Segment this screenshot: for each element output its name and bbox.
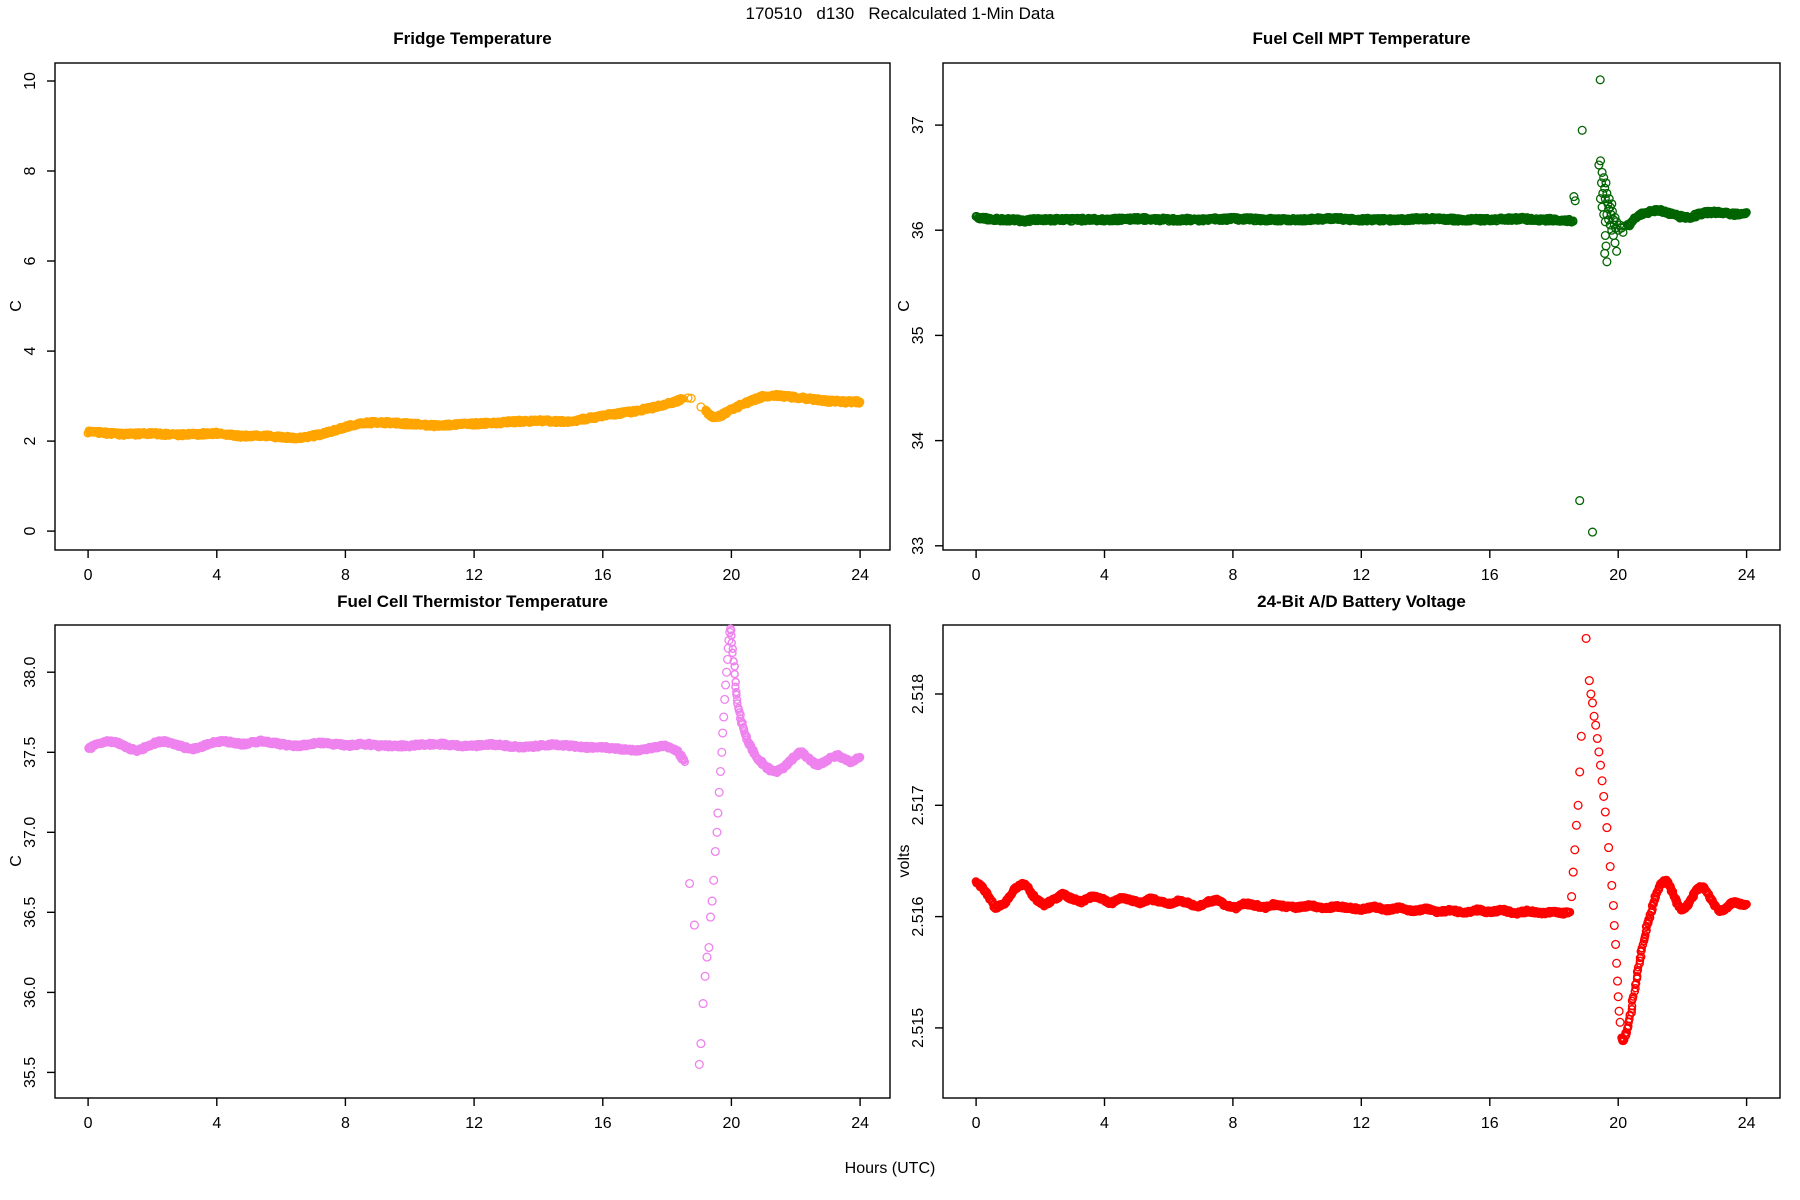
series-sparse — [1567, 633, 1625, 1027]
y-axis: 33 34 35 36 37 — [910, 116, 943, 555]
panel-title-fuel-cell-mpt-temperature: Fuel Cell MPT Temperature — [1252, 29, 1471, 48]
y-tick-label: 35 — [910, 326, 927, 344]
x-tick-label: 16 — [1481, 567, 1499, 584]
x-tick-label: 12 — [465, 567, 483, 584]
x-tick-label: 4 — [1100, 567, 1109, 584]
x-tick-label: 0 — [84, 1115, 93, 1132]
x-tick-label: 8 — [1228, 567, 1237, 584]
x-tick-label: 4 — [212, 567, 221, 584]
x-tick-label: 12 — [1352, 1115, 1370, 1132]
y-tick-label: 6 — [22, 256, 39, 265]
y-tick-label: 2.516 — [910, 896, 927, 936]
y-tick-label: 2.515 — [910, 1008, 927, 1048]
x-tick-label: 16 — [594, 567, 612, 584]
series-sparse — [1569, 75, 1630, 537]
x-tick-label: 24 — [1738, 1115, 1756, 1132]
x-tick-label: 20 — [723, 567, 741, 584]
x-tick-label: 24 — [1738, 567, 1756, 584]
panel-fuel-cell-mpt-temperature: 0 4 8 12 16 20 24 33 34 35 36 37 — [910, 62, 1781, 584]
x-tick-label: 12 — [1352, 567, 1370, 584]
y-tick-label: 38.0 — [22, 657, 39, 688]
x-tick-label: 4 — [1100, 1115, 1109, 1132]
plot-box — [942, 62, 1781, 551]
y-tick-label: 2 — [22, 437, 39, 446]
y-axis: 35.5 36.0 36.5 37.0 37.5 38.0 — [22, 657, 55, 1088]
y-tick-label: 37.0 — [22, 817, 39, 848]
x-tick-label: 16 — [594, 1115, 612, 1132]
x-tick-label: 20 — [1609, 567, 1627, 584]
x-tick-label: 0 — [972, 567, 981, 584]
x-tick-label: 4 — [212, 1115, 221, 1132]
x-axis-label-hours-utc: Hours (UTC) — [844, 1160, 936, 1177]
series-dense — [1617, 875, 1751, 1046]
y-tick-label: 37.5 — [22, 737, 39, 768]
y-axis: 2.515 2.516 2.517 2.518 — [910, 674, 943, 1048]
plot-box — [54, 62, 891, 551]
y-tick-label: 10 — [22, 72, 39, 90]
x-tick-label: 8 — [341, 567, 350, 584]
series-dense — [1623, 204, 1751, 231]
series-dense — [701, 389, 865, 423]
y-tick-label: 4 — [22, 347, 39, 356]
x-axis: 0 4 8 12 16 20 24 — [972, 1098, 1756, 1132]
y-axis-label-fridge: C — [8, 300, 25, 312]
x-tick-label: 8 — [341, 1115, 350, 1132]
series-dense — [83, 393, 688, 444]
y-tick-label: 2.517 — [910, 785, 927, 825]
x-tick-label: 20 — [723, 1115, 741, 1132]
y-tick-label: 37 — [910, 116, 927, 134]
panel-title-fridge-temperature: Fridge Temperature — [393, 29, 552, 48]
panel-title-battery-voltage: 24-Bit A/D Battery Voltage — [1257, 592, 1466, 611]
y-axis-label-volts: volts — [896, 844, 913, 878]
plot-box — [942, 624, 1781, 1099]
series-dense — [726, 626, 865, 778]
x-tick-label: 12 — [465, 1115, 483, 1132]
y-tick-label: 36 — [910, 221, 927, 239]
x-tick-label: 0 — [84, 567, 93, 584]
x-axis: 0 4 8 12 16 20 24 — [84, 1098, 869, 1132]
series-dense — [971, 877, 1575, 919]
y-tick-label: 35.5 — [22, 1057, 39, 1088]
x-tick-label: 0 — [972, 1115, 981, 1132]
series-sparse — [685, 624, 736, 1069]
x-axis: 0 4 8 12 16 20 24 — [84, 550, 869, 584]
y-tick-label: 33 — [910, 537, 927, 555]
y-axis-label-mpt: C — [896, 300, 913, 312]
y-axis-label-thermistor: C — [8, 855, 25, 867]
y-tick-label: 36.0 — [22, 977, 39, 1008]
series-dense — [971, 211, 1578, 227]
panel-fuel-cell-thermistor-temperature: 0 4 8 12 16 20 24 35.5 36.0 36.5 37.0 37.5 38.0 — [22, 624, 891, 1132]
series-dense — [84, 735, 690, 767]
y-tick-label: 8 — [22, 166, 39, 175]
x-tick-label: 24 — [851, 1115, 869, 1132]
y-tick-label: 34 — [910, 432, 927, 450]
x-tick-label: 16 — [1481, 1115, 1499, 1132]
x-tick-label: 8 — [1228, 1115, 1237, 1132]
x-axis: 0 4 8 12 16 20 24 — [972, 550, 1756, 584]
panel-title-fuel-cell-thermistor-temperature: Fuel Cell Thermistor Temperature — [337, 592, 608, 611]
panel-24-bit-a-d-battery-voltage: 0 4 8 12 16 20 24 2.515 2.516 2.517 2.518 — [910, 624, 1781, 1132]
series-sparse — [683, 393, 706, 412]
y-tick-label: 2.518 — [910, 674, 927, 714]
y-tick-label: 0 — [22, 527, 39, 536]
x-tick-label: 24 — [851, 567, 869, 584]
y-tick-label: 36.5 — [22, 897, 39, 928]
plot-box — [54, 624, 891, 1099]
x-tick-label: 20 — [1609, 1115, 1627, 1132]
figure-title: 170510 d130 Recalculated 1-Min Data — [745, 4, 1055, 23]
y-axis: 0 2 4 6 8 10 — [22, 72, 55, 536]
